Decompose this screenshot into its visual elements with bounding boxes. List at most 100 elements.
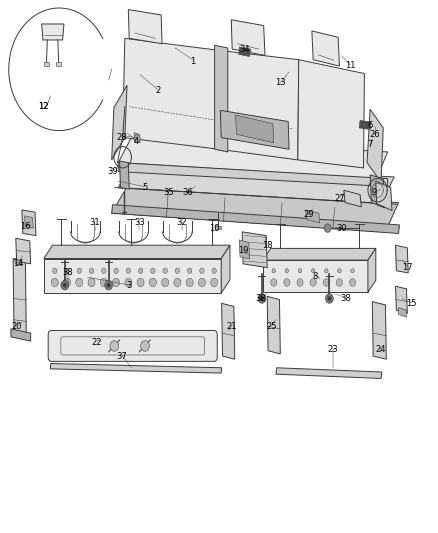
Circle shape <box>107 283 110 287</box>
Text: 22: 22 <box>91 338 102 346</box>
Circle shape <box>186 278 193 287</box>
Polygon shape <box>56 62 61 66</box>
Text: 39: 39 <box>108 167 118 176</box>
Circle shape <box>149 278 156 287</box>
Circle shape <box>298 269 302 273</box>
Circle shape <box>89 268 94 273</box>
Text: 38: 38 <box>341 294 351 303</box>
Text: 20: 20 <box>11 322 22 330</box>
Circle shape <box>88 278 95 287</box>
Circle shape <box>126 268 131 273</box>
Polygon shape <box>112 85 127 160</box>
Polygon shape <box>263 248 376 260</box>
Circle shape <box>113 278 120 287</box>
Text: 3: 3 <box>127 281 132 289</box>
Circle shape <box>61 280 69 290</box>
Polygon shape <box>263 260 368 292</box>
Text: 13: 13 <box>275 78 286 87</box>
Text: 15: 15 <box>406 300 417 308</box>
Circle shape <box>134 135 140 142</box>
Circle shape <box>350 279 356 286</box>
FancyBboxPatch shape <box>48 330 217 361</box>
Text: 32: 32 <box>177 219 187 227</box>
Circle shape <box>336 279 343 286</box>
Text: 18: 18 <box>262 241 272 249</box>
Circle shape <box>324 224 331 232</box>
Polygon shape <box>215 45 228 152</box>
Text: 36: 36 <box>182 189 193 197</box>
Text: 26: 26 <box>369 130 380 139</box>
Polygon shape <box>118 163 394 204</box>
Polygon shape <box>239 47 251 56</box>
Polygon shape <box>231 20 265 55</box>
Polygon shape <box>22 210 36 236</box>
Circle shape <box>351 269 354 273</box>
Circle shape <box>138 268 143 273</box>
Circle shape <box>211 278 218 287</box>
Circle shape <box>163 268 167 273</box>
Circle shape <box>310 279 316 286</box>
Polygon shape <box>396 286 407 313</box>
Text: 35: 35 <box>163 189 174 197</box>
Polygon shape <box>276 368 382 378</box>
Circle shape <box>198 278 205 287</box>
Polygon shape <box>13 259 26 336</box>
Polygon shape <box>344 190 361 207</box>
Circle shape <box>284 279 290 286</box>
Text: 27: 27 <box>334 194 345 203</box>
Polygon shape <box>112 187 399 232</box>
Text: 6: 6 <box>367 121 373 130</box>
Text: 8: 8 <box>313 272 318 280</box>
Polygon shape <box>222 303 235 359</box>
Polygon shape <box>118 138 388 179</box>
Polygon shape <box>123 38 221 149</box>
Text: 25: 25 <box>266 322 277 330</box>
Polygon shape <box>11 329 31 341</box>
Circle shape <box>297 279 303 286</box>
Text: 28: 28 <box>117 133 127 142</box>
Text: 31: 31 <box>89 219 99 227</box>
Polygon shape <box>120 161 129 189</box>
Circle shape <box>76 278 83 287</box>
Text: 23: 23 <box>328 345 338 353</box>
Text: 5: 5 <box>142 183 147 192</box>
Circle shape <box>174 278 181 287</box>
Circle shape <box>162 278 169 287</box>
Polygon shape <box>239 240 250 259</box>
Polygon shape <box>367 109 383 182</box>
Circle shape <box>328 296 331 301</box>
Polygon shape <box>219 51 299 160</box>
Circle shape <box>200 268 204 273</box>
Polygon shape <box>221 245 230 293</box>
Text: 30: 30 <box>336 224 347 232</box>
Circle shape <box>325 269 328 273</box>
Text: 38: 38 <box>255 294 266 303</box>
Polygon shape <box>312 31 339 66</box>
Circle shape <box>212 268 216 273</box>
Text: 29: 29 <box>304 210 314 219</box>
Circle shape <box>258 294 266 303</box>
Polygon shape <box>376 181 392 211</box>
Circle shape <box>187 268 192 273</box>
Text: 38: 38 <box>63 269 73 277</box>
Polygon shape <box>359 120 371 130</box>
Polygon shape <box>112 205 399 233</box>
Circle shape <box>105 280 113 290</box>
Circle shape <box>114 268 118 273</box>
Circle shape <box>64 278 71 287</box>
Polygon shape <box>118 163 388 187</box>
Circle shape <box>151 268 155 273</box>
Polygon shape <box>44 62 49 66</box>
Polygon shape <box>236 115 274 143</box>
Text: 24: 24 <box>376 345 386 353</box>
Text: 16: 16 <box>20 222 31 231</box>
Text: 10: 10 <box>209 224 220 232</box>
Circle shape <box>141 341 149 351</box>
Text: 11: 11 <box>345 61 356 69</box>
Text: 4: 4 <box>133 137 138 146</box>
Polygon shape <box>42 24 64 40</box>
Polygon shape <box>25 216 33 228</box>
Circle shape <box>65 268 69 273</box>
Text: 19: 19 <box>238 246 248 255</box>
Polygon shape <box>50 364 222 373</box>
